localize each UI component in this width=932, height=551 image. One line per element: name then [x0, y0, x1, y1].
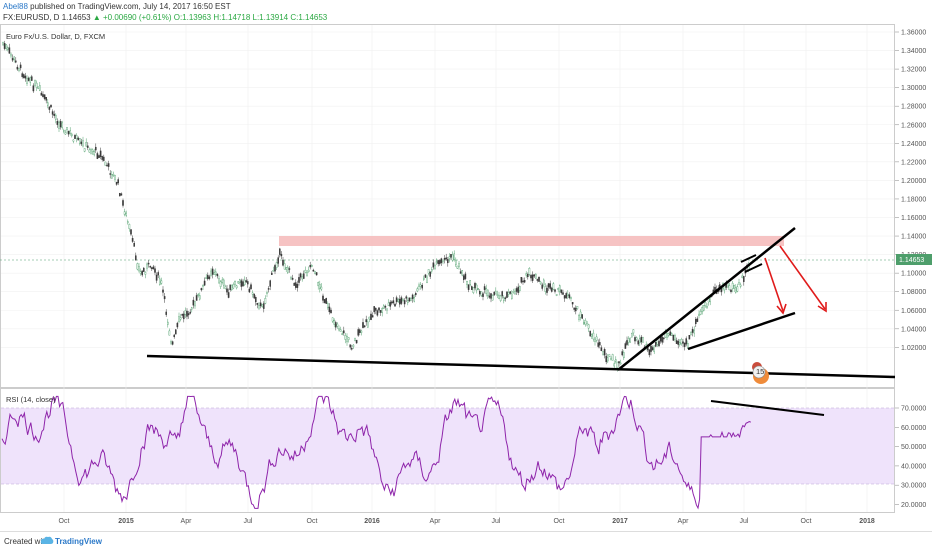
bearish-arrow-1[interactable]: [764, 257, 787, 315]
price-axis[interactable]: 1.36000 1.34000 1.32000 1.30000 1.28000 1.260…: [895, 30, 926, 352]
chart-canvas[interactable]: 15 Euro Fx/U.S. Dollar, D, FXCM RSI (14,…: [0, 24, 932, 531]
time-tick-label: Jul: [492, 518, 501, 525]
rsi-tick-label: 70.0000: [901, 406, 926, 413]
rsi-tick-label: 30.0000: [901, 483, 926, 490]
main-pane-label: Euro Fx/U.S. Dollar, D, FXCM: [6, 32, 105, 41]
price-tick-label: 1.04000: [901, 326, 926, 333]
last-price: 1.14653: [61, 13, 91, 22]
time-tick-label: Apr: [181, 518, 193, 525]
price-tick-label: 1.34000: [901, 48, 926, 55]
price-change: +0.00690 (+0.61%): [103, 13, 172, 22]
price-tick-label: 1.20000: [901, 178, 926, 185]
tradingview-brand-link[interactable]: TradingView: [55, 537, 102, 546]
price-tick-label: 1.08000: [901, 289, 926, 296]
rsi-tick-label: 50.0000: [901, 444, 926, 451]
ohlc-low: L:1.13914: [252, 13, 289, 22]
rsi-axis[interactable]: 70.0000 60.0000 50.0000 40.0000 30.0000 20.00…: [895, 406, 926, 510]
event-badge[interactable]: 15: [752, 362, 769, 384]
time-tick-label: 2015: [118, 518, 134, 525]
price-tick-label: 1.16000: [901, 215, 926, 222]
wedge-bottom-line[interactable]: [744, 263, 763, 273]
publish-line: Abel88 published on TradingView.com, Jul…: [3, 2, 231, 12]
ohlc-close: C:1.14653: [290, 13, 328, 22]
price-tick-label: 1.02000: [901, 345, 926, 352]
created-with-text: Created with: [4, 537, 49, 546]
rsi-divergence-line[interactable]: [710, 400, 825, 416]
time-axis[interactable]: Oct 2015 Apr Jul Oct 2016 Apr Jul Oct 2017 Apr Jul O…: [59, 518, 875, 525]
footer: Created with TradingView: [0, 531, 932, 551]
price-tick-label: 1.06000: [901, 308, 926, 315]
price-tick-label: 1.14000: [901, 234, 926, 241]
author-link[interactable]: Abel88: [3, 2, 28, 11]
rising-trendline-upper[interactable]: [617, 227, 796, 371]
rsi-pane[interactable]: [0, 388, 895, 513]
price-tick-label: 1.22000: [901, 159, 926, 166]
price-tick-label: 1.30000: [901, 85, 926, 92]
price-tick-label: 1.26000: [901, 122, 926, 129]
grid-lines: [1, 25, 894, 512]
rsi-line: [1, 395, 751, 510]
symbol-label: FX:EURUSD, D: [3, 13, 60, 22]
price-tick-label: 1.32000: [901, 67, 926, 74]
time-tick-label: Apr: [678, 518, 690, 525]
price-tick-label: 1.36000: [901, 30, 926, 37]
price-tick-label: 1.18000: [901, 196, 926, 203]
current-price-tag: 1.14653: [896, 254, 932, 265]
wedge-top-line[interactable]: [740, 254, 757, 263]
up-arrow-icon: ▲: [92, 13, 101, 22]
rsi-band: [1, 408, 894, 484]
badge-count: 15: [756, 367, 764, 376]
publish-info: published on TradingView.com, July 14, 2…: [30, 2, 231, 11]
current-price-value: 1.14653: [899, 257, 924, 264]
price-tick-label: 1.10000: [901, 271, 926, 278]
resistance-zone[interactable]: [279, 236, 784, 246]
time-tick-label: Jul: [244, 518, 253, 525]
rising-trendline-lower[interactable]: [687, 311, 796, 351]
price-tick-label: 1.24000: [901, 141, 926, 148]
rsi-pane-label: RSI (14, close): [6, 395, 56, 404]
chart-header: Abel88 published on TradingView.com, Jul…: [0, 0, 932, 24]
ohlc-high: H:1.14718: [213, 13, 251, 22]
ohlc-open: O:1.13963: [173, 13, 212, 22]
time-tick-label: Oct: [59, 518, 70, 525]
price-candles: [2, 40, 750, 372]
time-tick-label: Jul: [740, 518, 749, 525]
quote-line: FX:EURUSD, D 1.14653 ▲ +0.00690 (+0.61%)…: [3, 13, 327, 23]
time-tick-label: 2016: [364, 518, 380, 525]
time-tick-label: Oct: [554, 518, 565, 525]
rsi-tick-label: 60.0000: [901, 425, 926, 432]
time-tick-label: Oct: [801, 518, 812, 525]
main-pane[interactable]: [0, 24, 895, 388]
bearish-arrow-2[interactable]: [779, 245, 827, 313]
rsi-tick-label: 40.0000: [901, 463, 926, 470]
time-tick-label: 2017: [612, 518, 628, 525]
tradingview-cloud-icon: [40, 536, 54, 544]
support-trendline[interactable]: [146, 354, 896, 379]
price-tick-label: 1.28000: [901, 104, 926, 111]
time-tick-label: 2018: [859, 518, 875, 525]
time-tick-label: Oct: [307, 518, 318, 525]
time-tick-label: Apr: [430, 518, 442, 525]
rsi-tick-label: 20.0000: [901, 502, 926, 509]
